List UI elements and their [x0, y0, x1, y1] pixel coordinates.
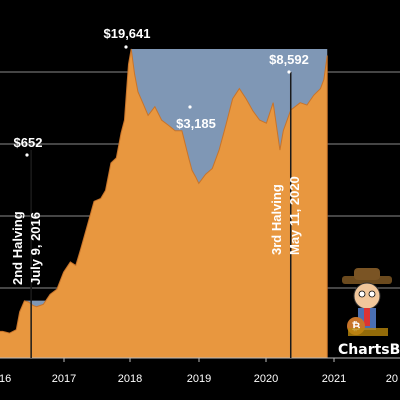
annotation-dot	[188, 105, 192, 109]
x-tick-label: 20	[386, 373, 398, 385]
x-tick-label: 2021	[322, 373, 346, 385]
price-annotations: $19,641 $652 $3,185 $8,592	[14, 26, 309, 157]
x-axis-ticks: 16 2017 2018 2019 2020 2021 20	[0, 358, 398, 385]
annotation-dot	[25, 153, 29, 157]
x-tick-label: 2017	[52, 373, 76, 385]
drawdown-area	[131, 49, 328, 184]
x-tick-label: 2020	[254, 373, 278, 385]
halving-labels: 2nd Halving July 9, 2016 3rd Halving May 11…	[10, 176, 302, 285]
halving-label: 3rd Halving	[269, 184, 284, 255]
mascot-logo: ₿	[342, 268, 392, 336]
price-annotation: $19,641	[104, 26, 151, 41]
svg-text:₿: ₿	[352, 320, 361, 333]
area-series	[0, 48, 400, 359]
price-annotation: $652	[14, 135, 43, 150]
halving-date: May 11, 2020	[287, 176, 302, 255]
x-tick-label: 2019	[187, 373, 211, 385]
annotation-dot	[124, 45, 128, 49]
watermark-text: ChartsBT	[338, 342, 400, 358]
x-tick-label: 16	[0, 373, 11, 385]
halving-label: 2nd Halving	[10, 211, 25, 285]
price-annotation: $8,592	[269, 52, 309, 67]
x-tick-label: 2018	[118, 373, 142, 385]
price-annotation: $3,185	[176, 116, 216, 131]
halving-lines	[30, 72, 292, 358]
price-area	[0, 48, 328, 359]
halving-date: July 9, 2016	[28, 212, 43, 285]
drawdown-area-2016	[24, 300, 57, 307]
annotation-dot	[287, 70, 291, 74]
